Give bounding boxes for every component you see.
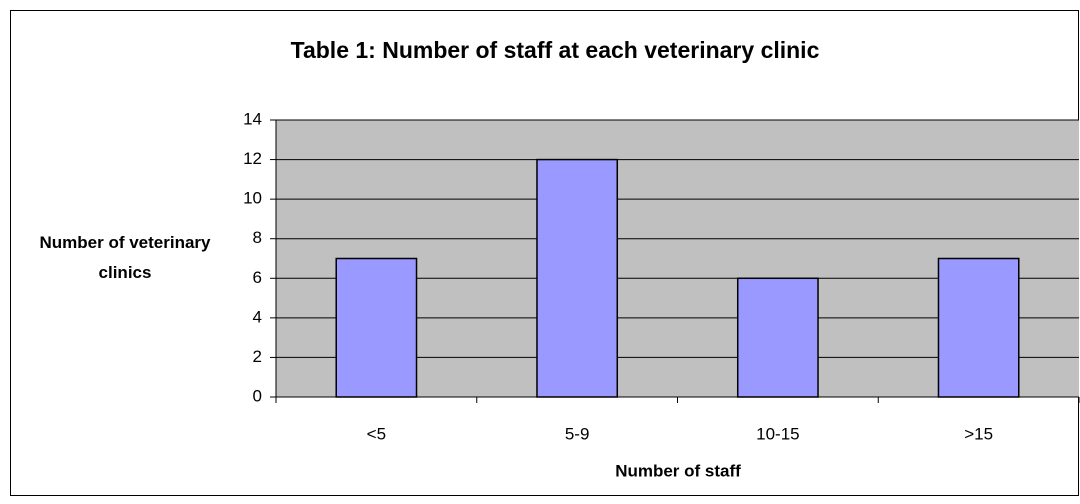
y-axis-label: Number of veterinary clinics <box>39 233 211 282</box>
bar <box>536 158 619 398</box>
bar <box>937 257 1020 398</box>
y-tick-label: 2 <box>253 347 262 366</box>
x-tick-label: <5 <box>367 424 386 443</box>
y-tick-label: 0 <box>253 386 262 405</box>
y-tick-label: 14 <box>243 109 262 128</box>
y-tick-label: 6 <box>253 268 262 287</box>
x-tick-label: 10-15 <box>756 424 799 443</box>
chart-title: Table 1: Number of staff at each veterin… <box>291 37 820 63</box>
y-tick-label: 8 <box>253 228 262 247</box>
x-tick-label: 5-9 <box>565 424 590 443</box>
y-tick-label: 12 <box>243 149 262 168</box>
bar <box>335 257 418 398</box>
x-tick-label: >15 <box>964 424 993 443</box>
x-axis-label: Number of staff <box>615 461 741 480</box>
y-tick-label: 4 <box>253 307 262 326</box>
y-tick-label: 10 <box>243 189 262 208</box>
bar <box>736 277 819 398</box>
